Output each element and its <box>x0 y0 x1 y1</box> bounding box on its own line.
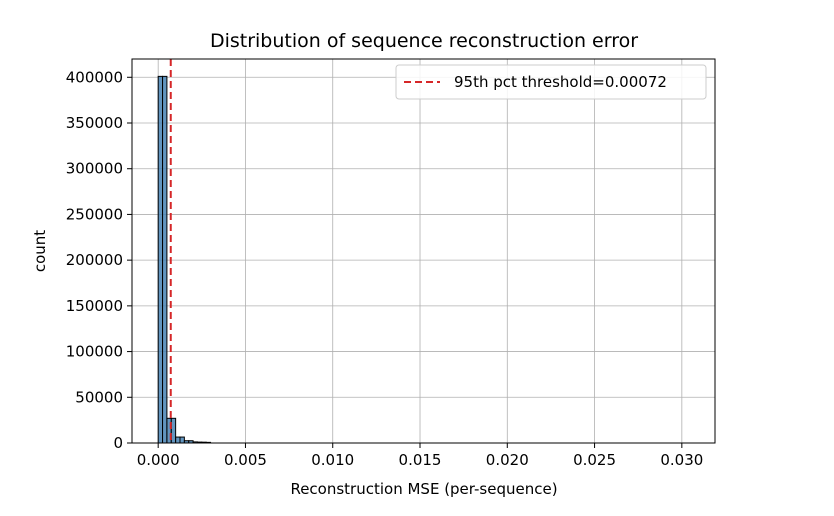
y-tick-label: 250000 <box>66 205 123 223</box>
y-tick-label: 300000 <box>66 160 123 178</box>
x-tick-label: 0.025 <box>573 451 616 469</box>
x-tick-label: 0.005 <box>224 451 267 469</box>
histogram-bar <box>157 75 164 444</box>
legend-box <box>395 64 707 100</box>
chart-title: Distribution of sequence reconstruction … <box>210 30 638 52</box>
histogram-bar <box>179 436 185 444</box>
y-axis-ticks: 0 50000 100000 150000 200000 250000 300000 3500… <box>66 68 132 452</box>
y-tick-label: 50000 <box>75 388 123 406</box>
x-tick-label: 0.000 <box>137 451 180 469</box>
x-axis-label: Reconstruction MSE (per-sequence) <box>290 480 557 498</box>
histogram-bar <box>162 75 168 444</box>
y-tick-label: 350000 <box>66 114 123 132</box>
y-tick-label: 150000 <box>66 297 123 315</box>
plot-frame <box>131 58 716 444</box>
histogram-bar <box>175 436 181 444</box>
x-tick-label: 0.015 <box>399 451 442 469</box>
x-axis-ticks: 0.000 0.005 0.010 0.015 0.020 0.025 0.030 <box>137 443 703 469</box>
histogram-bars <box>157 75 212 444</box>
x-tick-label: 0.010 <box>311 451 354 469</box>
x-tick-label: 0.020 <box>486 451 529 469</box>
legend: 95th pct threshold=0.00072 <box>395 64 707 100</box>
y-axis-label: count <box>31 230 49 272</box>
y-tick-label: 400000 <box>66 68 123 86</box>
legend-threshold-label: 95th pct threshold=0.00072 <box>454 73 667 91</box>
x-tick-label: 0.030 <box>660 451 703 469</box>
histogram-bar <box>170 417 177 444</box>
y-tick-label: 200000 <box>66 251 123 269</box>
y-tick-label: 100000 <box>66 343 123 361</box>
y-tick-label: 0 <box>113 434 123 452</box>
grid-lines <box>132 59 715 444</box>
